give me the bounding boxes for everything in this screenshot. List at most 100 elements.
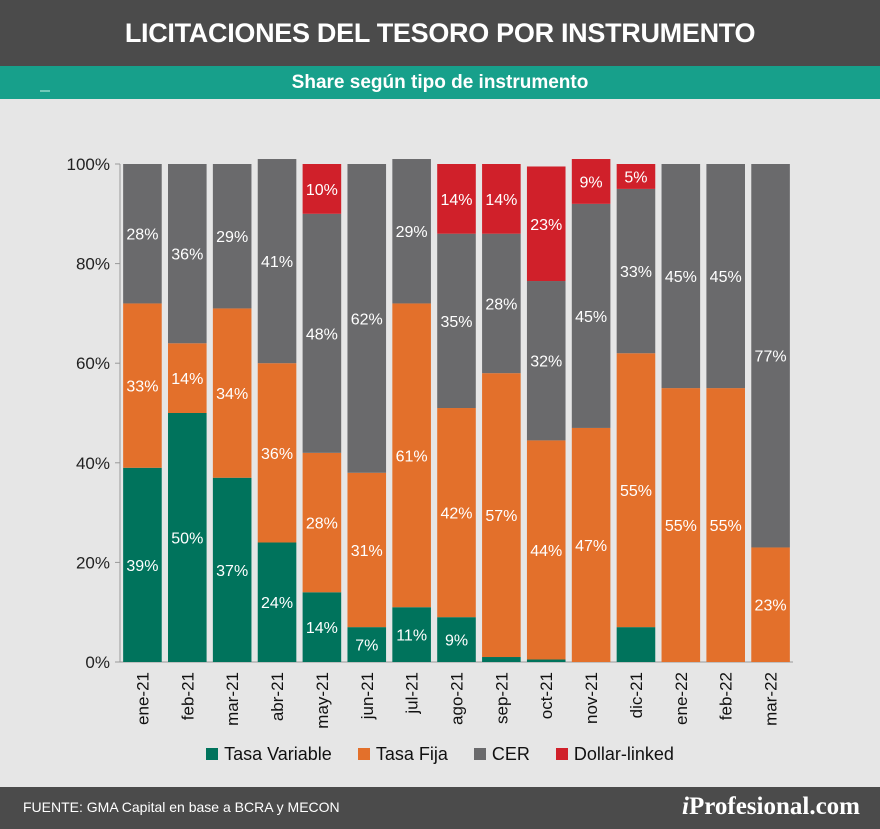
bar-segment: [616, 627, 656, 662]
bar-segment: [616, 353, 656, 628]
data-label: 36%: [261, 446, 293, 463]
data-label: 31%: [351, 543, 383, 560]
legend-label: Tasa Fija: [375, 743, 448, 764]
x-tick-label: may-21: [313, 672, 332, 729]
brand-logo-rest: Profesional.com: [688, 793, 860, 820]
data-label: 9%: [445, 633, 468, 650]
x-tick-label: ene-21: [133, 672, 152, 725]
x-tick-label: feb-21: [178, 672, 197, 720]
bar-segment: [482, 373, 521, 658]
data-label: 23%: [530, 217, 562, 234]
legend-label: Dollar-linked: [573, 743, 674, 764]
x-tick-label: mar-21: [223, 672, 242, 726]
x-tick-label: nov-21: [582, 672, 601, 724]
data-label: 45%: [665, 269, 697, 286]
chart-legend: Tasa Variable Tasa Fija CER Dollar-linked: [0, 742, 880, 766]
bar-segment: [302, 164, 342, 214]
x-tick-label: abr-21: [268, 672, 287, 721]
y-tick-label: 60%: [76, 354, 110, 373]
data-label: 29%: [216, 229, 248, 246]
y-tick-label: 0%: [85, 653, 110, 672]
x-tick-label: ene-22: [672, 672, 691, 725]
data-label: 45%: [575, 309, 607, 326]
x-tick-label: mar-22: [762, 672, 781, 726]
source-note: FUENTE: GMA Capital en base a BCRA y MEC…: [23, 799, 340, 815]
data-label: 32%: [530, 354, 562, 371]
y-tick-label: 40%: [76, 454, 110, 473]
chart-area: 0% 20% 40% 60% 80% 100% 39% 33% 28% ene-21 50% 14% 3…: [0, 99, 880, 787]
bar-segment: [347, 164, 387, 473]
data-label: 14%: [306, 620, 338, 637]
chart-subtitle: Share según tipo de instrumento: [0, 66, 880, 99]
data-label: 50%: [171, 531, 203, 548]
data-label: 39%: [126, 558, 158, 575]
bar-segment: [661, 388, 701, 662]
legend-swatch: [555, 748, 568, 760]
bar-segment: [437, 408, 476, 618]
bar-segment: [392, 607, 431, 662]
bar-segment: [302, 592, 342, 662]
data-label: 55%: [620, 483, 652, 500]
bar-segment: [257, 159, 297, 364]
data-label: 10%: [306, 182, 338, 199]
chart-title-text: LICITACIONES DEL TESORO POR INSTRUMENTO: [124, 17, 756, 48]
y-tick-label: 20%: [76, 553, 110, 572]
y-tick-label: 100%: [67, 155, 110, 174]
bar-segment: [526, 166, 566, 282]
data-label: 37%: [216, 563, 248, 580]
bar-segment: [661, 164, 701, 389]
legend-item: Tasa Fija: [357, 743, 448, 765]
data-label: 34%: [216, 386, 248, 403]
data-label: 55%: [710, 518, 742, 535]
bar-segment: [571, 159, 611, 204]
bar-segment: [706, 164, 745, 389]
x-tick-label: jul-21: [403, 672, 422, 715]
footer: FUENTE: GMA Capital en base a BCRA y MEC…: [0, 787, 880, 829]
chart-title: LICITACIONES DEL TESORO POR INSTRUMENTO: [0, 0, 880, 66]
legend-swatch: [206, 748, 219, 760]
bar-segment: [347, 472, 387, 628]
x-tick-label: sep-21: [492, 672, 511, 724]
legend-label: CER: [491, 743, 530, 764]
data-label: 23%: [755, 598, 787, 615]
data-label: 33%: [126, 379, 158, 396]
bar-segment: [482, 233, 521, 374]
bar-segment: [123, 467, 162, 662]
legend-swatch: [357, 748, 370, 760]
bar-segment: [751, 547, 790, 662]
bar-segment: [526, 281, 566, 441]
data-label: 45%: [710, 269, 742, 286]
bar-segment: [482, 164, 521, 234]
data-label: 14%: [485, 192, 517, 209]
bar-segment: [347, 627, 387, 662]
data-label: 57%: [485, 508, 517, 525]
bar-segment: [302, 452, 342, 593]
legend-label: Tasa Variable: [224, 743, 332, 764]
data-label: 28%: [485, 296, 517, 313]
bar-segment: [616, 188, 656, 354]
brand-logo-i: i: [682, 793, 689, 820]
bar-segment: [437, 233, 476, 409]
data-label: 36%: [171, 247, 203, 264]
data-label: 55%: [665, 518, 697, 535]
bar-segment: [526, 659, 566, 662]
bar-segment: [526, 440, 566, 660]
bar-segment: [123, 303, 162, 468]
data-label: 9%: [580, 174, 603, 191]
data-label: 33%: [620, 264, 652, 281]
bar-segment: [168, 164, 207, 344]
data-label: 48%: [306, 326, 338, 343]
data-label: 35%: [440, 314, 472, 331]
data-label: 41%: [261, 254, 293, 271]
legend-item: Dollar-linked: [555, 743, 674, 765]
data-label: 5%: [624, 169, 647, 186]
x-tick-label: feb-22: [717, 672, 736, 720]
data-label: 47%: [575, 538, 607, 555]
legend-swatch: [473, 748, 486, 760]
x-tick-label: ago-21: [448, 672, 467, 725]
bar-segment: [123, 164, 162, 304]
bar-segment: [706, 388, 745, 662]
subtitle-accent-mark: [40, 90, 50, 92]
bar-segment: [482, 657, 521, 662]
data-label: 29%: [396, 224, 428, 241]
